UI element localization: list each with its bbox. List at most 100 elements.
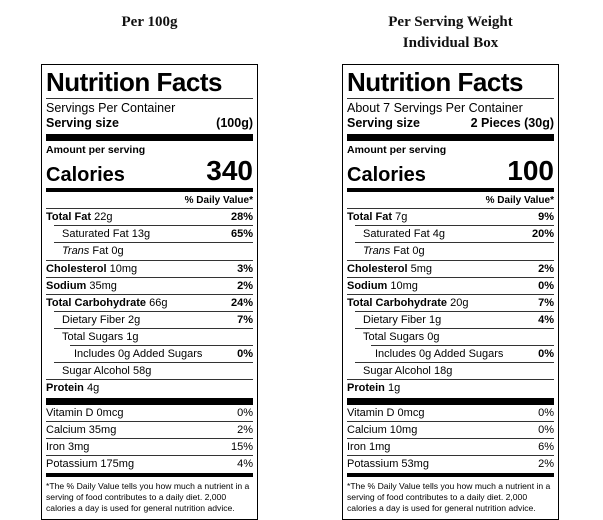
daily-value-percent: 2% <box>538 262 554 275</box>
daily-value-header: % Daily Value* <box>485 195 554 207</box>
nutrient-name: Dietary Fiber <box>62 313 125 326</box>
nutrient-amount: 10mg <box>390 279 418 292</box>
vitamin-row: Iron 1mg 6% <box>347 437 554 455</box>
nutrient-row: Includes 0g Added Sugars 0% <box>70 345 253 362</box>
calories-value: 100 <box>507 155 554 187</box>
daily-value-percent: 0% <box>538 279 554 292</box>
daily-value-percent: 0% <box>538 406 554 419</box>
calories-row: Calories 340 <box>46 156 253 188</box>
nutrient-name: Sugar Alcohol <box>363 365 431 378</box>
nutrient-text: Vitamin D 0mcg <box>347 407 424 420</box>
column-header-line: Per 100g <box>121 14 178 30</box>
nutrient-text: Total Fat 7g <box>347 211 407 224</box>
divider-bar-medium <box>46 473 253 478</box>
nutrient-name: Total Sugars <box>62 331 124 344</box>
divider-bar-medium <box>347 473 554 478</box>
daily-value-percent: 4% <box>237 458 253 471</box>
nutrient-text: Sodium 10mg <box>347 280 418 293</box>
serving-size-label: Serving size <box>46 116 119 131</box>
nutrient-row: Sugar Alcohol 58g <box>54 362 253 379</box>
daily-value-percent: 0% <box>237 348 253 361</box>
daily-value-percent: 0% <box>538 423 554 436</box>
nutrient-amount: Fat 0g <box>393 245 425 258</box>
nutrient-text: Saturated Fat 13g <box>62 228 150 241</box>
nutrient-name: Dietary Fiber <box>363 313 426 326</box>
vitamin-row: Calcium 10mg 0% <box>347 420 554 438</box>
nutrient-name: Total Fat <box>347 211 393 224</box>
nutrient-row: Dietary Fiber 2g 7% <box>54 310 253 328</box>
nutrient-name: Sugar Alcohol <box>62 365 130 378</box>
divider-bar-thick <box>46 134 253 142</box>
daily-value-percent: 20% <box>531 228 554 241</box>
nutrient-text: Protein 4g <box>46 382 99 395</box>
nutrient-name: Includes 0g Added Sugars <box>375 348 504 361</box>
nutrient-row: Saturated Fat 4g 20% <box>355 225 554 242</box>
vitamin-row: Iron 3mg 15% <box>46 437 253 455</box>
divider-bar-medium <box>46 188 253 193</box>
nutrient-name: Total Carbohydrate <box>347 296 448 309</box>
nutrient-amount: 4g <box>86 382 100 395</box>
daily-value-percent: 2% <box>538 458 554 471</box>
nutrient-amount: 58g <box>132 365 152 378</box>
nutrient-amount: 53mg <box>401 458 429 471</box>
nutrient-row: Protein 1g <box>347 379 554 396</box>
nutrient-name: Protein <box>46 382 84 395</box>
nutrient-name: Includes 0g Added Sugars <box>74 348 203 361</box>
nutrient-name: Saturated Fat <box>363 228 430 241</box>
vitamin-row: Calcium 35mg 2% <box>46 420 253 438</box>
amount-per-serving-label: Amount per serving <box>46 144 146 157</box>
divider-bar-thick <box>46 397 253 405</box>
daily-value-percent: 4% <box>538 313 554 326</box>
column-header-line: Per Serving Weight <box>388 14 513 30</box>
nutrient-row: Saturated Fat 13g 65% <box>54 225 253 242</box>
nutrient-amount: 5mg <box>410 262 432 275</box>
serving-size-value: (100g) <box>216 116 253 131</box>
nutrient-amount: 35mg <box>88 423 117 436</box>
nutrient-text: Sugar Alcohol 58g <box>62 365 151 378</box>
nutrient-amount: 175mg <box>100 458 135 471</box>
nutrient-row: Total Sugars 1g <box>54 328 253 345</box>
nutrient-row: Sodium 10mg 0% <box>347 276 554 294</box>
nutrient-name: Cholesterol <box>46 262 107 275</box>
nutrient-name: Protein <box>347 382 385 395</box>
vitamin-row: Potassium 175mg 4% <box>46 455 253 472</box>
nutrient-name: Total Sugars <box>363 331 425 344</box>
daily-value-footnote: *The % Daily Value tells you how much a … <box>347 481 551 514</box>
calories-row: Calories 100 <box>347 156 554 188</box>
nutrient-name: Sodium <box>46 279 87 292</box>
nutrient-text: Includes 0g Added Sugars <box>375 348 503 361</box>
nutrient-name: Sodium <box>347 279 388 292</box>
nutrient-amount: 18g <box>433 365 453 378</box>
vitamin-row: Vitamin D 0mcg 0% <box>347 405 554 421</box>
nutrient-amount: 13g <box>131 228 151 241</box>
nutrient-text: Saturated Fat 4g <box>363 228 445 241</box>
nutrient-row: Trans Fat 0g <box>355 242 554 259</box>
nutrient-text: Potassium 53mg <box>347 458 429 471</box>
nutrient-row: Trans Fat 0g <box>54 242 253 259</box>
nutrient-row: Total Sugars 0g <box>355 328 554 345</box>
nutrition-facts-title: Nutrition Facts <box>347 68 554 100</box>
nutrient-text: Iron 3mg <box>46 441 89 454</box>
nutrient-amount: 1g <box>126 331 139 344</box>
nutrient-row: Total Carbohydrate 66g 24% <box>46 293 253 311</box>
nutrient-rows: Total Fat 22g 28% Saturated Fat 13g 65% Tran… <box>46 208 253 397</box>
serving-size-value: 2 Pieces (30g) <box>470 116 554 131</box>
vitamin-row: Potassium 53mg 2% <box>347 455 554 472</box>
calories-label: Calories <box>347 164 426 187</box>
nutrient-name: Potassium <box>347 458 399 471</box>
nutrient-row: Cholesterol 10mg 3% <box>46 259 253 277</box>
daily-value-footnote: *The % Daily Value tells you how much a … <box>46 481 250 514</box>
divider-bar-thick <box>347 397 554 405</box>
divider-bar-medium <box>347 188 554 193</box>
nutrient-name: Potassium <box>46 458 98 471</box>
nutrient-amount: 3mg <box>68 440 90 453</box>
nutrition-facts-label: Nutrition Facts Servings Per Container S… <box>41 64 258 520</box>
nutrient-name: Total Fat <box>46 211 92 224</box>
nutrient-amount: 2g <box>128 313 141 326</box>
nutrient-text: Calcium 10mg <box>347 424 417 437</box>
nutrient-text: Total Fat 22g <box>46 211 112 224</box>
label-column-per-100g: Per 100g Nutrition Facts Servings Per Co… <box>41 12 258 520</box>
nutrient-text: Dietary Fiber 2g <box>62 314 140 327</box>
nutrient-amount: 1g <box>387 382 401 395</box>
servings-per-container: About 7 Servings Per Container <box>347 101 523 116</box>
